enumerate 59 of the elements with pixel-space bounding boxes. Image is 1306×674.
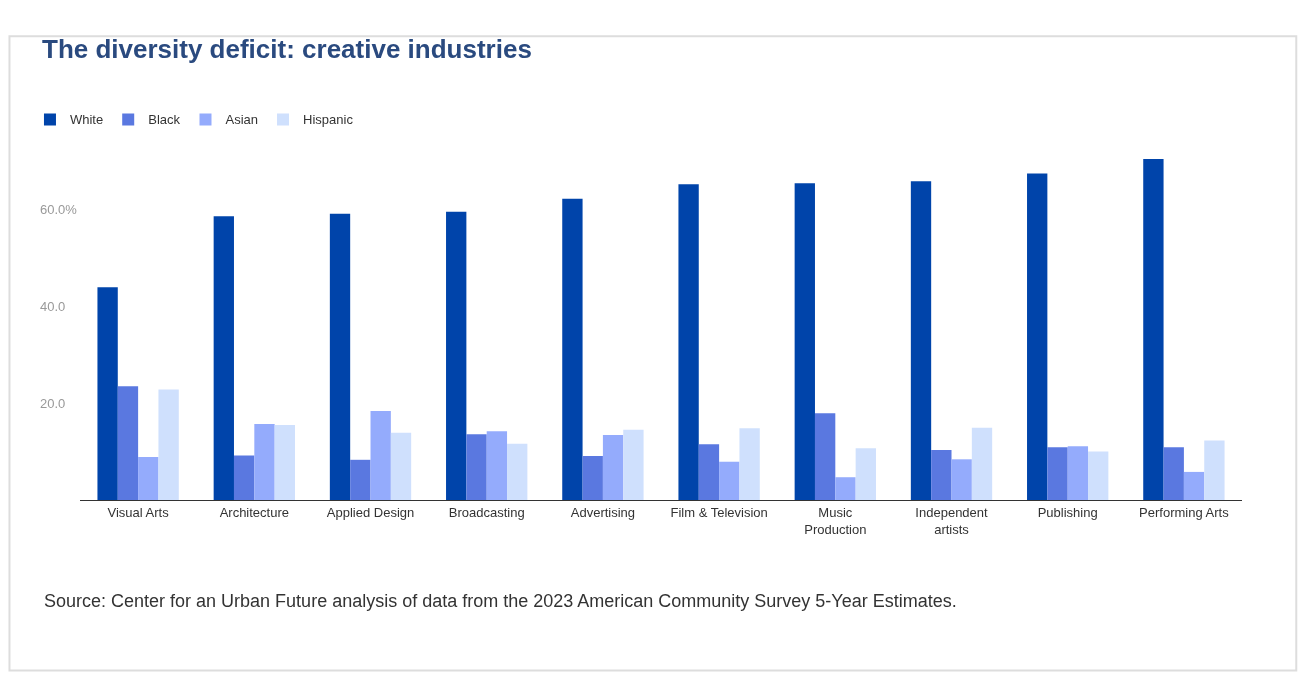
y-tick-label: 40.0 [40,298,66,314]
bar [274,424,295,500]
bar [233,455,255,500]
bar [1183,471,1205,500]
bar [329,213,351,500]
x-tick-label: Performing Arts [1139,504,1230,520]
bar [117,386,139,500]
legend-label: Hispanic [303,112,354,128]
bar [602,435,624,500]
legend-label: White [69,112,104,128]
bar [1088,451,1109,500]
bar [446,211,467,500]
x-tick-label: Music Production [804,504,867,537]
bar [698,444,720,500]
legend-label: Asian [225,112,259,128]
bar [1143,159,1164,500]
bar [739,428,760,500]
bar [486,431,508,500]
bar [814,413,836,500]
chart-title: The diversity deficit: creative industries [42,34,532,65]
y-tick-label: 60.0% [40,201,78,217]
y-tick-label: 20.0 [40,395,66,411]
bar [931,450,952,500]
x-tick-label: Visual Arts [107,504,170,520]
legend-label: Black [148,112,181,128]
bar [213,216,234,500]
bar [678,184,699,500]
bar [794,183,815,500]
bar [951,459,972,500]
x-tick-label: Architecture [219,504,290,520]
bar [254,423,275,500]
bar [97,287,118,500]
bar [855,448,876,500]
x-tick-label: Film & Television [670,504,768,520]
bar [971,427,993,500]
bar [835,477,856,500]
bar [623,429,644,500]
bar [1047,447,1068,500]
bar [158,389,179,500]
bar [466,434,487,500]
bar [582,455,603,500]
bar [1163,447,1184,500]
x-tick-label: Broadcasting [448,504,525,520]
bar [910,181,932,500]
bar [1204,440,1225,500]
x-tick-label: Advertising [570,504,636,520]
bar [1067,446,1089,500]
x-tick-label: Applied Design [326,504,415,520]
bar [390,432,412,500]
bar [1027,173,1048,500]
x-tick-label: Publishing [1037,504,1098,520]
bar [562,198,583,500]
bar [507,443,528,500]
x-tick-label: Independent artists [915,504,989,537]
bar [719,461,740,500]
source-note: Source: Center for an Urban Future analysis of data from the 2023 American Community Survey 5-Year Estimates. [44,591,957,611]
bar [370,410,391,500]
bar [350,459,371,500]
bar [138,456,159,500]
